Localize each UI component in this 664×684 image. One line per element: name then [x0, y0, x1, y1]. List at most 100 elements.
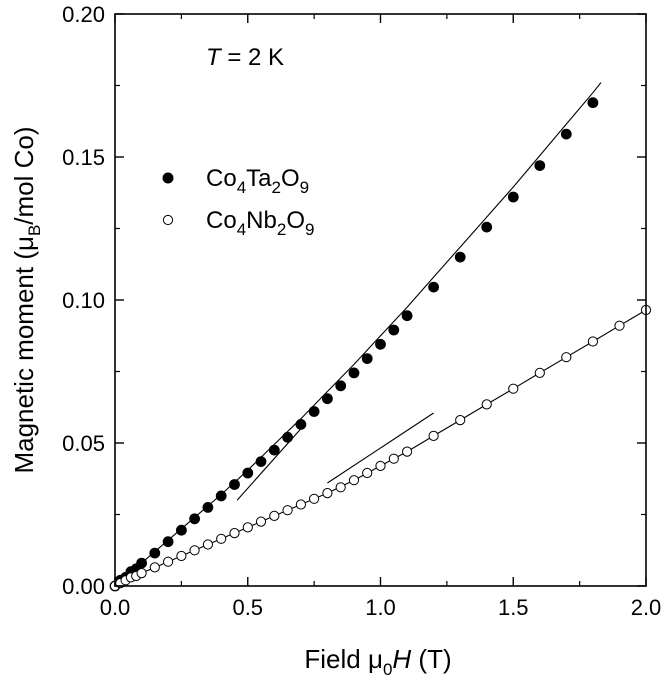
data-point-filled	[321, 393, 333, 405]
y-tick-label: 0.10	[62, 288, 105, 313]
legend-label-part: Co	[206, 207, 237, 234]
data-point-open	[269, 510, 280, 522]
y-axis-title-prefix: Magnetic moment (	[9, 251, 39, 474]
data-point-filled	[401, 310, 413, 322]
x-tick-label: 0.5	[232, 595, 263, 620]
data-point-open	[534, 367, 545, 378]
data-point-filled	[428, 281, 440, 293]
legend-label-part: 9	[305, 220, 314, 239]
y-axis-title-suffix: /mol Co)	[9, 126, 39, 224]
data-point-open	[481, 399, 492, 410]
legend-label-part: Ta	[246, 165, 272, 192]
fit-line	[114, 82, 602, 587]
legend-marker	[162, 214, 174, 226]
data-point-open	[295, 499, 306, 510]
y-tick-label: 0.00	[62, 574, 105, 599]
data-point-filled	[534, 160, 546, 172]
legend-label-part: 4	[237, 220, 246, 239]
data-point-open	[282, 505, 293, 516]
data-point-open	[163, 556, 174, 567]
data-point-filled	[136, 557, 148, 569]
data-point-filled	[481, 221, 493, 233]
legend-label-part: O	[281, 165, 300, 192]
x-axis-title-prefix: Field	[304, 644, 368, 674]
data-point-open	[388, 453, 399, 464]
data-point-filled	[242, 467, 254, 479]
y-axis-title-sub: B	[25, 225, 44, 236]
data-point-filled	[282, 431, 294, 443]
temperature-annotation: T = 2 K	[206, 44, 284, 71]
annotation-variable: T	[206, 44, 223, 71]
legend-label-part: 9	[300, 178, 309, 197]
data-point-filled	[229, 479, 240, 490]
data-point-open	[348, 475, 360, 486]
legend-label-part: Co	[206, 165, 237, 192]
data-point-open	[335, 482, 346, 493]
data-point-open	[455, 415, 466, 426]
data-point-filled	[175, 524, 187, 536]
data-point-filled	[454, 251, 466, 263]
data-point-filled	[268, 444, 280, 456]
data-point-open	[149, 562, 160, 573]
data-point-open	[242, 522, 253, 533]
y-tick-label: 0.20	[62, 2, 105, 27]
x-axis-title-sub: 0	[383, 660, 392, 679]
data-point-open	[136, 568, 147, 579]
x-axis-title-suffix: (T)	[411, 644, 451, 674]
data-point-filled	[507, 191, 519, 203]
data-point-open	[189, 545, 200, 556]
legend-label-part: 2	[272, 178, 281, 197]
data-point-open	[176, 550, 187, 562]
data-point-open	[614, 320, 625, 331]
y-tick-label: 0.05	[62, 431, 105, 456]
data-point-open	[309, 493, 320, 504]
data-point-filled	[375, 338, 386, 350]
data-point-filled	[335, 380, 347, 392]
data-point-open	[216, 533, 227, 544]
legend-label: Co4Nb2O9	[206, 207, 314, 239]
legend-label-part: 2	[277, 220, 286, 239]
x-tick-label: 1.0	[365, 595, 396, 620]
data-point-open	[428, 430, 439, 441]
legend-label-part: O	[286, 207, 305, 234]
y-axis-title-mu: μ	[9, 236, 39, 251]
legend-label-part: Nb	[246, 207, 277, 234]
data-point-open	[229, 528, 240, 539]
data-point-open	[587, 336, 599, 347]
legend-label: Co4Ta2O9	[206, 165, 309, 197]
x-axis-title-mu: μ	[368, 644, 383, 674]
legend-marker	[162, 172, 174, 184]
x-tick-label: 1.5	[498, 595, 529, 620]
data-point-filled	[560, 128, 572, 140]
data-point-open	[322, 488, 333, 499]
data-point-open	[402, 446, 413, 457]
x-axis-title: Field μ0H (T)	[304, 644, 451, 679]
data-point-filled	[348, 367, 360, 379]
data-point-open	[375, 460, 386, 471]
legend-label-part: 4	[237, 178, 246, 197]
data-point-filled	[361, 353, 373, 365]
x-tick-label: 0.0	[100, 595, 131, 620]
data-markers	[109, 97, 652, 592]
fit-lines	[114, 82, 647, 587]
data-point-filled	[255, 456, 267, 468]
data-point-open	[362, 467, 373, 479]
axis-ticks: 0.0 0.5 1.0 1.5 2.0 0.00 0.05 0.10 0.15 0.20	[62, 2, 661, 620]
y-tick-label: 0.15	[62, 145, 105, 170]
data-point-filled	[587, 97, 599, 109]
data-point-filled	[215, 490, 227, 502]
data-point-open	[255, 516, 267, 527]
data-point-filled	[308, 406, 320, 417]
plot-frame	[114, 13, 647, 587]
data-point-filled	[149, 547, 161, 559]
data-point-filled	[162, 536, 174, 548]
data-point-filled	[295, 418, 307, 430]
y-axis-title: Magnetic moment (μB/mol Co)	[9, 126, 44, 473]
data-point-open	[508, 383, 519, 394]
data-point-filled	[388, 324, 400, 336]
x-tick-label: 2.0	[631, 595, 662, 620]
data-point-open	[202, 539, 213, 550]
data-point-open	[561, 352, 572, 363]
